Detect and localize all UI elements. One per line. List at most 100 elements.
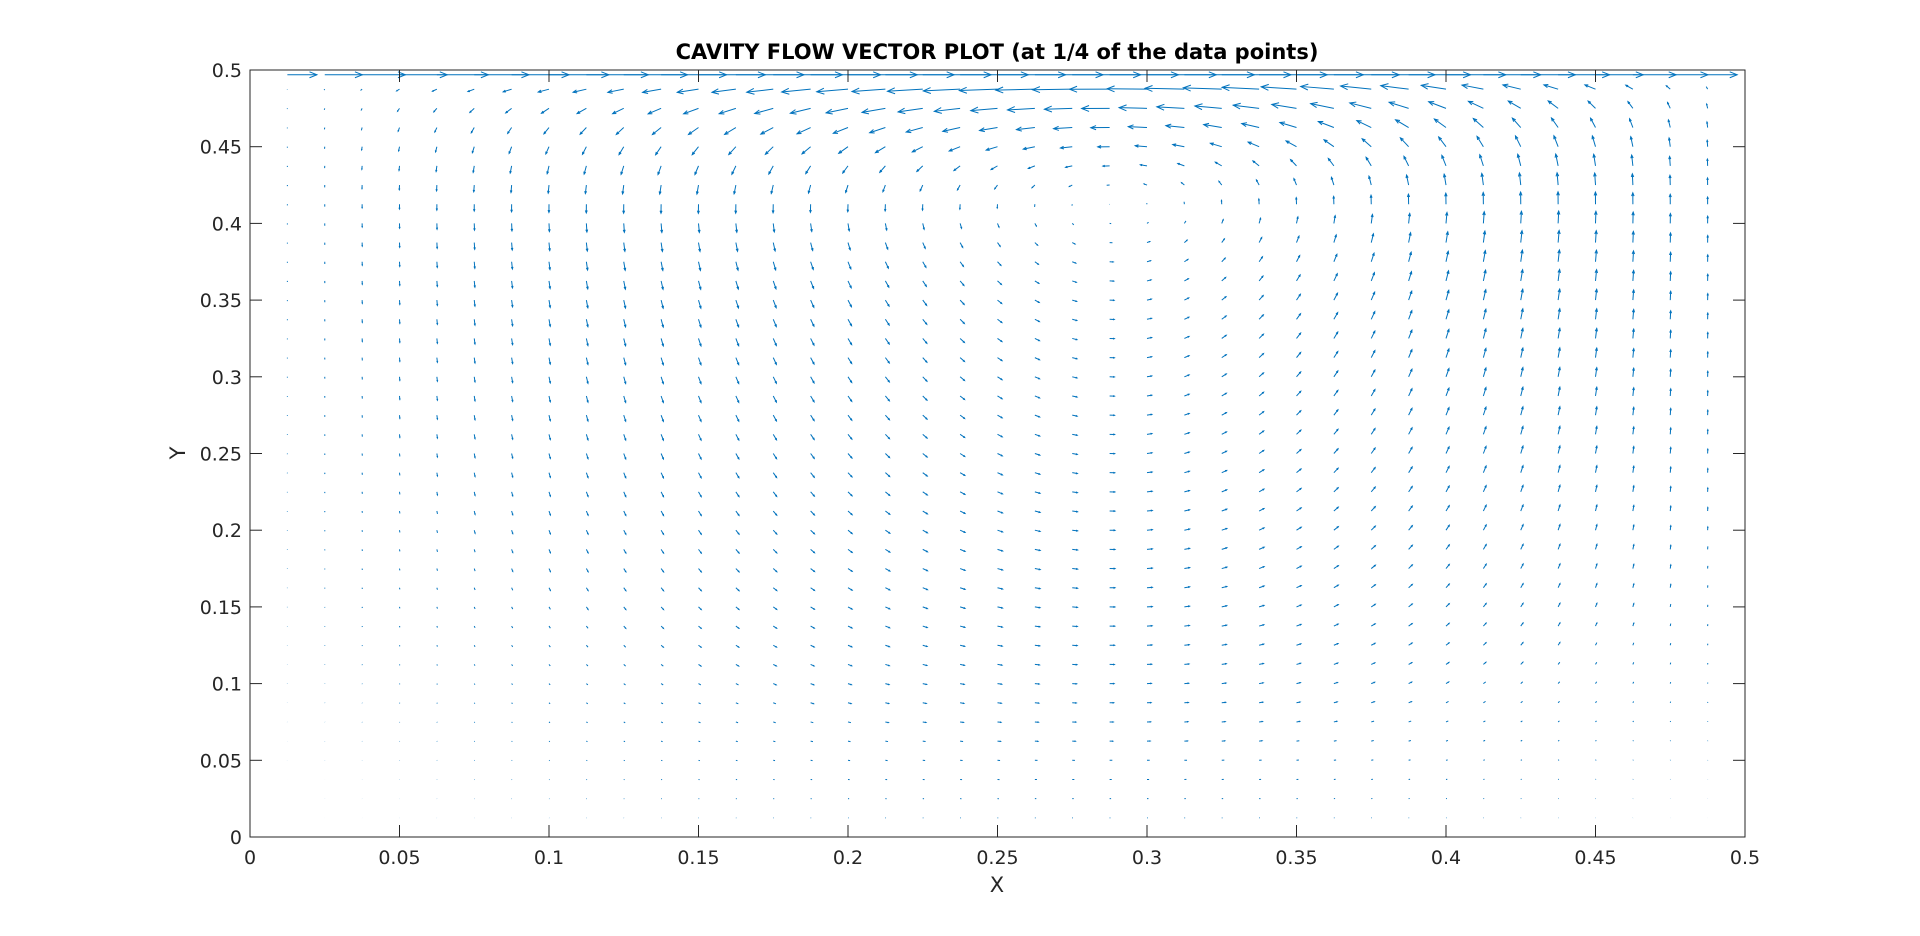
vector-arrow	[1557, 385, 1561, 397]
vector-arrow	[1479, 153, 1484, 167]
vector-arrow	[1632, 740, 1634, 742]
vector-arrow	[735, 338, 740, 348]
vector-arrow	[1296, 604, 1303, 608]
vector-arrow	[1240, 122, 1260, 129]
vector-arrow	[1482, 307, 1487, 320]
vector-arrow	[1270, 102, 1297, 109]
vector-arrow	[1482, 563, 1487, 569]
vector-arrow	[1072, 740, 1077, 743]
vector-arrow	[1109, 414, 1116, 417]
vector-arrow	[473, 606, 476, 610]
vector-arrow	[548, 625, 551, 629]
vector-arrow	[698, 568, 703, 573]
vector-arrow	[1333, 369, 1339, 378]
vector-arrow	[1594, 346, 1598, 358]
vector-arrow	[398, 338, 401, 344]
vector-arrow	[735, 472, 740, 479]
vector-arrow	[623, 261, 627, 272]
vector-arrow	[1507, 100, 1522, 109]
vector-arrow	[1632, 347, 1635, 358]
vector-arrow	[510, 242, 514, 252]
vector-arrow	[997, 261, 1002, 267]
vector-arrow	[1146, 644, 1154, 647]
vector-arrow	[618, 146, 625, 156]
vector-arrow	[1146, 260, 1152, 263]
vector-arrow	[915, 165, 924, 173]
vector-arrow	[1632, 425, 1635, 435]
vector-arrow	[473, 721, 476, 723]
vector-arrow	[1296, 701, 1302, 704]
vector-arrow	[1184, 432, 1191, 435]
vector-arrow	[1706, 176, 1709, 186]
vector-arrow	[1591, 134, 1596, 147]
vector-arrow	[1368, 174, 1372, 186]
vector-arrow	[511, 434, 514, 441]
vector-arrow	[1445, 347, 1450, 358]
vector-arrow	[1296, 526, 1303, 531]
vector-arrow	[1557, 700, 1560, 704]
vector-arrow	[1034, 529, 1042, 533]
vector-arrow	[1408, 485, 1414, 493]
vector-arrow	[585, 510, 589, 517]
vector-arrow	[540, 107, 550, 115]
vector-arrow	[1184, 239, 1189, 243]
vector-arrow	[1557, 602, 1561, 608]
vector-arrow	[997, 606, 1004, 609]
vector-arrow	[1408, 465, 1413, 473]
vector-arrow	[993, 184, 998, 190]
vector-arrow	[1705, 86, 1709, 90]
vector-arrow	[397, 146, 400, 153]
vector-arrow	[1371, 662, 1377, 665]
vector-arrow	[921, 204, 924, 212]
vector-arrow	[1109, 490, 1117, 493]
vector-arrow	[1669, 485, 1672, 492]
vector-arrow	[1221, 373, 1228, 378]
vector-arrow	[1333, 506, 1340, 512]
vector-arrow	[1370, 525, 1377, 531]
vector-arrow	[1296, 331, 1302, 339]
vector-arrow	[1408, 701, 1413, 704]
vector-arrow	[1034, 606, 1042, 609]
vector-arrow	[1632, 464, 1635, 473]
vector-arrow	[585, 300, 589, 310]
vector-arrow	[1259, 720, 1264, 723]
vector-arrow	[1072, 357, 1079, 360]
vector-arrow	[1472, 117, 1484, 128]
vector-arrow	[1221, 605, 1229, 608]
vector-arrow	[473, 530, 476, 535]
vector-arrow	[847, 414, 853, 422]
vector-arrow	[1482, 347, 1487, 358]
vector-arrow	[1482, 543, 1487, 550]
vector-arrow	[1370, 603, 1377, 608]
vector-arrow	[1370, 505, 1377, 512]
vector-arrow	[1476, 135, 1484, 147]
vector-arrow	[398, 395, 401, 401]
vector-arrow	[772, 299, 777, 309]
vector-arrow	[1706, 311, 1709, 320]
vector-arrow	[1445, 328, 1450, 339]
vector-arrow	[1408, 563, 1414, 569]
vector-arrow	[585, 625, 589, 629]
vector-arrow	[1669, 309, 1672, 320]
vector-arrow	[1333, 272, 1338, 282]
vector-arrow	[810, 299, 815, 309]
vector-arrow	[772, 510, 778, 517]
vector-arrow	[959, 280, 965, 287]
vector-arrow	[1595, 464, 1598, 473]
vector-arrow	[997, 472, 1004, 476]
vector-arrow	[1259, 643, 1266, 646]
vector-arrow	[1556, 209, 1561, 224]
vector-arrow	[884, 261, 889, 270]
vector-arrow	[698, 299, 702, 310]
vector-arrow	[1184, 277, 1190, 282]
vector-arrow	[1259, 701, 1265, 704]
vector-arrow	[436, 300, 439, 307]
x-tick-label: 0	[244, 847, 256, 869]
vector-arrow	[548, 510, 551, 517]
vector-arrow	[919, 184, 924, 193]
vector-arrow	[1408, 524, 1414, 531]
vector-arrow	[1034, 376, 1041, 380]
vector-arrow	[1034, 433, 1041, 437]
vector-arrow	[660, 414, 664, 423]
vector-arrow	[1221, 431, 1228, 435]
